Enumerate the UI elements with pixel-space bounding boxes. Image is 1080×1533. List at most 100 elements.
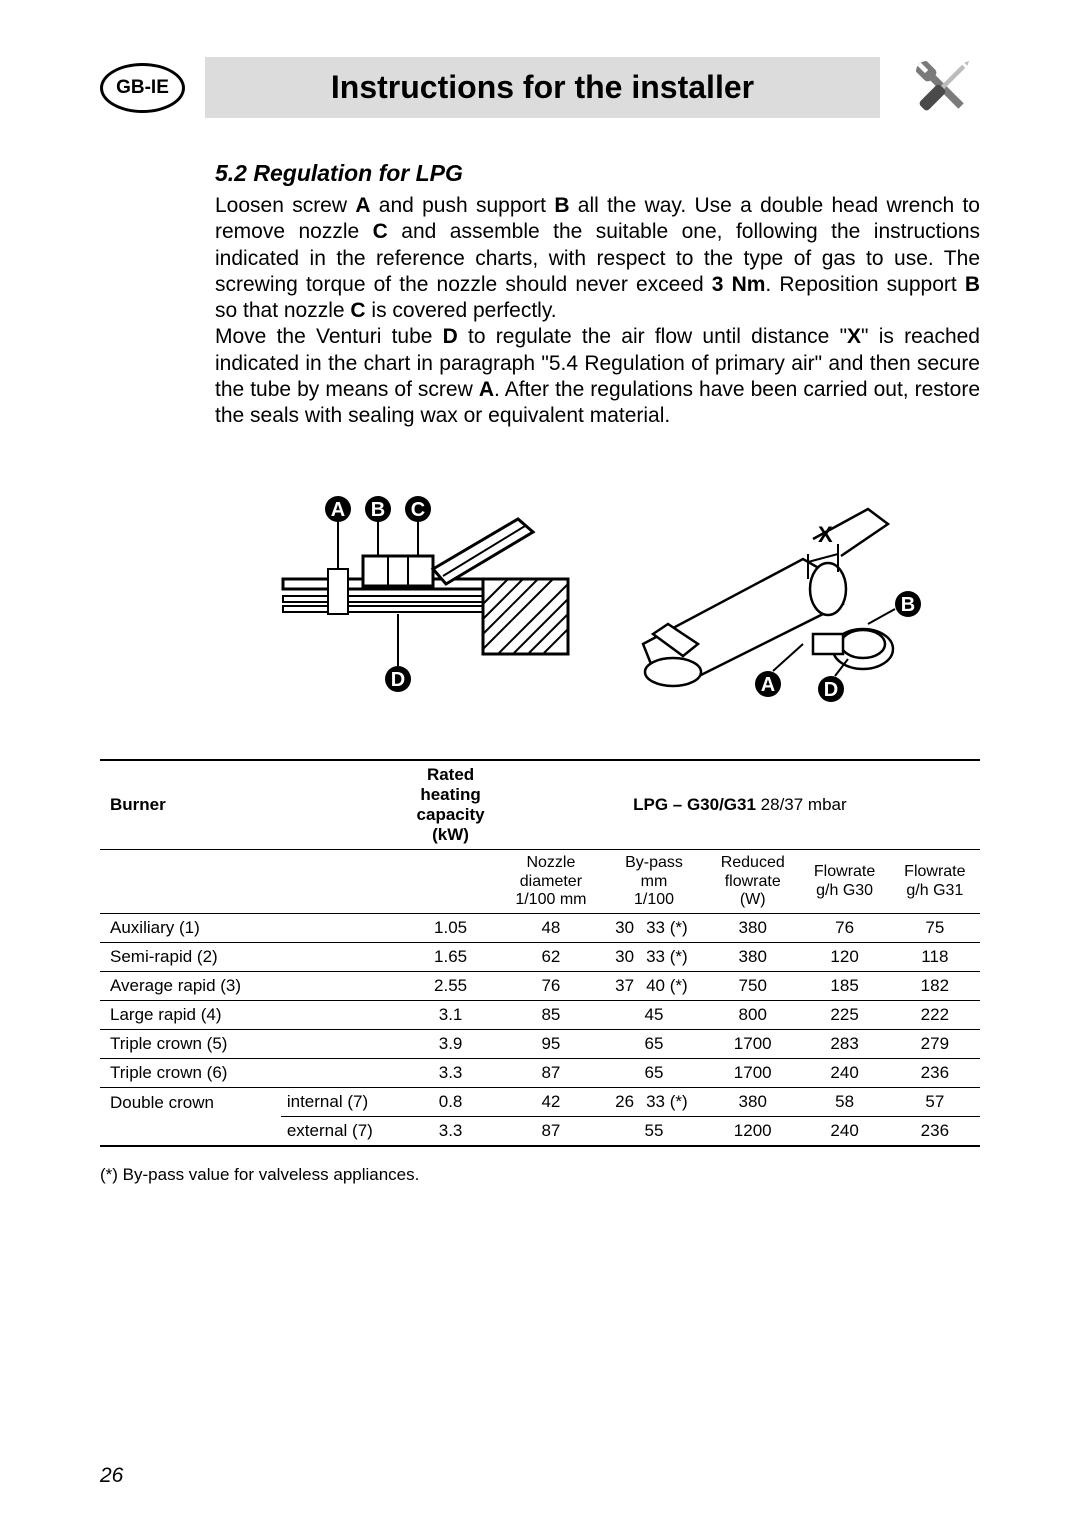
cell-burner-name: Double crown xyxy=(100,1088,281,1117)
cell-burner-sub: external (7) xyxy=(281,1117,402,1147)
cell-kw: 3.9 xyxy=(401,1030,499,1059)
cell-bypass-a: 26 xyxy=(602,1088,640,1117)
diagram-label-d2: D xyxy=(823,679,837,701)
section-body: Loosen screw A and push support B all th… xyxy=(215,193,980,429)
cell-g30: 76 xyxy=(799,914,889,943)
table-row: Triple crown (5)3.995651700283279 xyxy=(100,1030,980,1059)
cell-reduced: 380 xyxy=(706,943,800,972)
locale-badge-text: GB-IE xyxy=(116,77,169,99)
cell-burner-sub xyxy=(281,914,402,943)
cell-burner-sub xyxy=(281,1001,402,1030)
table-row: Auxiliary (1)1.05483033 (*)3807675 xyxy=(100,914,980,943)
locale-badge: GB-IE xyxy=(100,63,185,113)
cell-g31: 75 xyxy=(890,914,980,943)
col-reduced: Reduced flowrate (W) xyxy=(706,850,800,914)
cell-g30: 120 xyxy=(799,943,889,972)
cell-kw: 1.65 xyxy=(401,943,499,972)
diagram-label-x: X xyxy=(818,522,833,547)
cell-g31: 279 xyxy=(890,1030,980,1059)
section-heading: 5.2 Regulation for LPG xyxy=(215,160,980,187)
diagram-label-a2: A xyxy=(760,674,774,696)
cell-bypass-a: 30 xyxy=(602,914,640,943)
cell-g31: 118 xyxy=(890,943,980,972)
cell-reduced: 750 xyxy=(706,972,800,1001)
table-row: Large rapid (4)3.18545800225222 xyxy=(100,1001,980,1030)
cell-bypass: 55 xyxy=(602,1117,706,1147)
cell-bypass-b: 33 (*) xyxy=(640,1088,706,1117)
diagram-label-d: D xyxy=(390,669,404,691)
content-column: 5.2 Regulation for LPG Loosen screw A an… xyxy=(215,160,980,1185)
cell-reduced: 380 xyxy=(706,1088,800,1117)
cell-reduced: 380 xyxy=(706,914,800,943)
table-row: Triple crown (6)3.387651700240236 xyxy=(100,1059,980,1088)
cell-bypass-a: 37 xyxy=(602,972,640,1001)
cell-burner-name: Triple crown (6) xyxy=(100,1059,281,1088)
cell-g30: 58 xyxy=(799,1088,889,1117)
cell-nozzle: 87 xyxy=(500,1059,602,1088)
col-lpg: LPG – G30/G31 28/37 mbar xyxy=(500,760,980,850)
col-rated: Rated heating capacity (kW) xyxy=(401,760,499,850)
burner-table: Burner Rated heating capacity (kW) LPG –… xyxy=(100,759,980,1147)
cell-nozzle: 95 xyxy=(500,1030,602,1059)
cell-burner-name: Semi-rapid (2) xyxy=(100,943,281,972)
paragraph-1: Loosen screw A and push support B all th… xyxy=(215,193,980,324)
cell-g30: 185 xyxy=(799,972,889,1001)
cell-burner-name: Triple crown (5) xyxy=(100,1030,281,1059)
cell-burner-sub xyxy=(281,1030,402,1059)
col-bypass: By-pass mm 1/100 xyxy=(602,850,706,914)
cell-bypass-a: 30 xyxy=(602,943,640,972)
cell-kw: 1.05 xyxy=(401,914,499,943)
page-title: Instructions for the installer xyxy=(205,57,880,118)
table-header-row-2: Nozzle diameter 1/100 mm By-pass mm 1/10… xyxy=(100,850,980,914)
page-number: 26 xyxy=(100,1464,123,1488)
diagram-label-b: B xyxy=(370,499,384,521)
cell-burner-sub xyxy=(281,943,402,972)
page: GB-IE Instructions for the installer xyxy=(0,0,1080,1533)
table-row: Double crowninternal (7)0.8422633 (*)380… xyxy=(100,1088,980,1117)
cell-burner-sub: internal (7) xyxy=(281,1088,402,1117)
cell-g31: 236 xyxy=(890,1059,980,1088)
cell-nozzle: 85 xyxy=(500,1001,602,1030)
diagram-left: A B C xyxy=(268,484,583,704)
cell-g31: 236 xyxy=(890,1117,980,1147)
cell-bypass-b: 33 (*) xyxy=(640,943,706,972)
cell-kw: 3.1 xyxy=(401,1001,499,1030)
cell-kw: 0.8 xyxy=(401,1088,499,1117)
cell-g31: 222 xyxy=(890,1001,980,1030)
diagram-right: X B A D xyxy=(613,484,928,704)
cell-reduced: 1700 xyxy=(706,1059,800,1088)
col-g31: Flowrate g/h G31 xyxy=(890,850,980,914)
cell-burner-sub xyxy=(281,972,402,1001)
paragraph-2: Move the Venturi tube D to regulate the … xyxy=(215,324,980,429)
table-row: Average rapid (3) 2.55763740 (*)750185182 xyxy=(100,972,980,1001)
table-row: Semi-rapid (2)1.65623033 (*)380120118 xyxy=(100,943,980,972)
cell-bypass: 65 xyxy=(602,1059,706,1088)
page-header: GB-IE Instructions for the installer xyxy=(100,50,980,125)
cell-burner-name xyxy=(100,1117,281,1147)
cell-g30: 225 xyxy=(799,1001,889,1030)
cell-kw: 3.3 xyxy=(401,1117,499,1147)
cell-nozzle: 42 xyxy=(500,1088,602,1117)
cell-nozzle: 76 xyxy=(500,972,602,1001)
cell-g31: 182 xyxy=(890,972,980,1001)
tools-icon xyxy=(905,50,980,125)
cell-reduced: 800 xyxy=(706,1001,800,1030)
cell-bypass-b: 33 (*) xyxy=(640,914,706,943)
cell-reduced: 1700 xyxy=(706,1030,800,1059)
col-nozzle: Nozzle diameter 1/100 mm xyxy=(500,850,602,914)
cell-reduced: 1200 xyxy=(706,1117,800,1147)
cell-bypass: 65 xyxy=(602,1030,706,1059)
cell-burner-name: Average rapid (3) xyxy=(100,972,281,1001)
cell-bypass-b: 40 (*) xyxy=(640,972,706,1001)
diagram-row: A B C xyxy=(215,484,980,704)
diagram-label-a: A xyxy=(330,499,344,521)
cell-kw: 2.55 xyxy=(401,972,499,1001)
cell-g30: 240 xyxy=(799,1059,889,1088)
cell-g30: 240 xyxy=(799,1117,889,1147)
cell-g31: 57 xyxy=(890,1088,980,1117)
col-burner: Burner xyxy=(100,760,401,850)
cell-burner-name: Auxiliary (1) xyxy=(100,914,281,943)
diagram-label-c: C xyxy=(410,499,424,521)
col-g30: Flowrate g/h G30 xyxy=(799,850,889,914)
diagram-label-b2: B xyxy=(900,594,914,616)
